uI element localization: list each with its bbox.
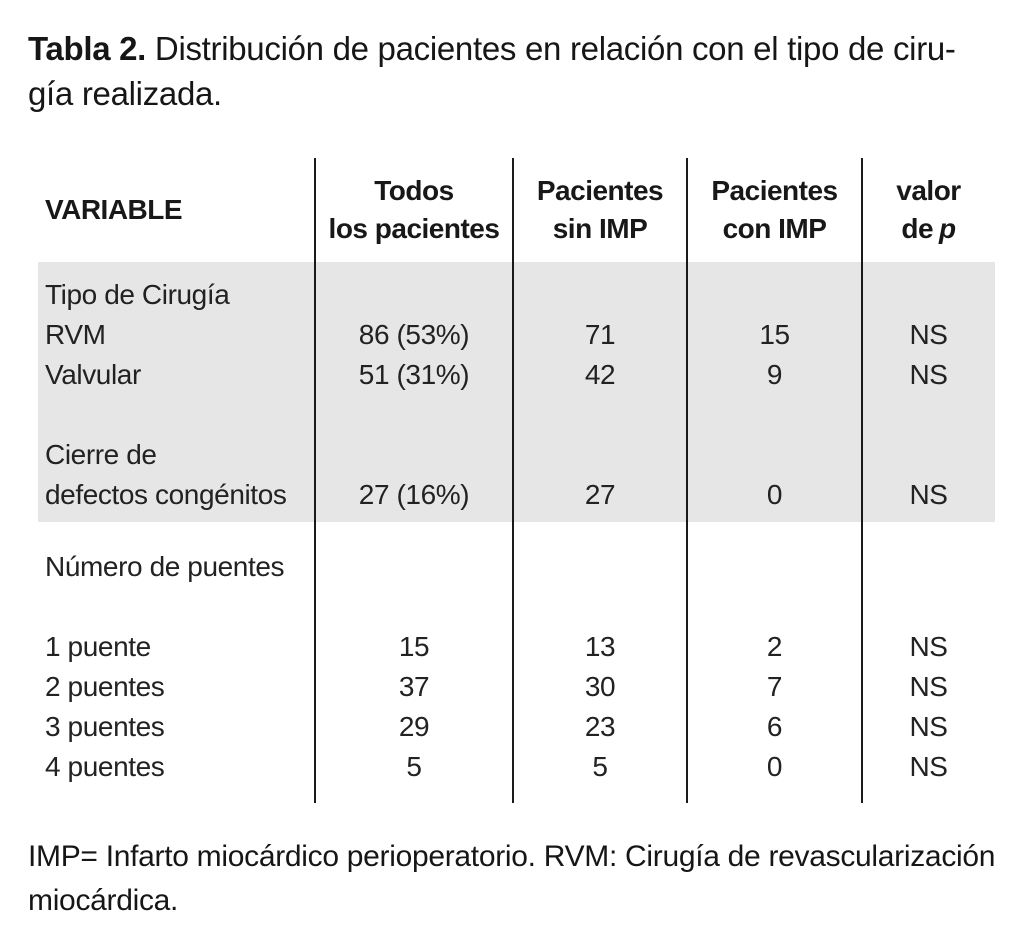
cell-p-value: NS (909, 751, 948, 782)
cell-all-patients: 29 (398, 711, 430, 742)
vertical-rule-2 (512, 158, 514, 803)
cell-without-imp: 30 (584, 671, 616, 702)
p-value-p-italic: p (939, 213, 956, 244)
cell-p-value: NS (909, 711, 948, 742)
cell-with-imp: 6 (766, 711, 783, 742)
column-header-with-imp-line1: Pacientes (711, 175, 838, 206)
cell-without-imp: 42 (584, 359, 616, 390)
vertical-rule-1 (314, 158, 316, 803)
cell-without-imp: 13 (584, 631, 616, 662)
surgery-type-section: Tipo de Cirugía RVM 86 (53%) 71 15 NS Va… (38, 262, 995, 522)
table-row-cierre-de: Cierre de (38, 435, 995, 475)
table-row-4-puentes: 4 puentes 5 5 0 NS (38, 747, 995, 787)
cell-with-imp: 2 (766, 631, 783, 662)
patients-distribution-table: VARIABLE Todos los pacientes Pacientes s… (38, 158, 995, 803)
cell-all-patients: 37 (398, 671, 430, 702)
table-row-2-puentes: 2 puentes 37 30 7 NS (38, 667, 995, 707)
table-row-defectos-congenitos: defectos congénitos 27 (16%) 27 0 NS (38, 475, 995, 515)
table-title-number: Tabla 2. (28, 30, 147, 67)
row-label: Cierre de (45, 439, 157, 470)
row-label: 2 puentes (45, 671, 165, 702)
footnote: IMP= Infarto miocárdico perioperatorio. … (28, 835, 1013, 923)
cell-without-imp: 5 (592, 751, 608, 782)
column-header-without-imp: Pacientes sin IMP (513, 172, 687, 248)
column-header-with-imp-line2: con IMP (722, 213, 827, 244)
column-header-p-value-line1: valor (896, 175, 961, 206)
cell-all-patients: 15 (398, 631, 430, 662)
table-header-row: VARIABLE Todos los pacientes Pacientes s… (38, 158, 995, 262)
table-row-3-puentes: 3 puentes 29 23 6 NS (38, 707, 995, 747)
column-header-all-patients-line1: Todos (374, 175, 454, 206)
cell-with-imp: 7 (766, 671, 783, 702)
column-header-with-imp: Pacientes con IMP (687, 172, 862, 248)
cell-p-value: NS (909, 671, 948, 702)
row-label: 3 puentes (45, 711, 165, 742)
row-label: Tipo de Cirugía (45, 279, 230, 310)
footnote-line2: miocárdica. (28, 884, 179, 917)
table-title: Tabla 2. Distribución de pacientes en re… (28, 26, 1003, 116)
cell-without-imp: 71 (584, 319, 616, 350)
bridges-section: Número de puentes 1 puente 15 13 2 NS (38, 547, 995, 787)
column-header-without-imp-line1: Pacientes (536, 175, 664, 206)
cell-p-value: NS (909, 319, 948, 350)
column-header-without-imp-line2: sin IMP (552, 213, 648, 244)
table-row-blank (38, 395, 995, 435)
column-header-variable: VARIABLE (45, 194, 183, 225)
cell-with-imp: 9 (766, 359, 783, 390)
cell-p-value: NS (909, 359, 948, 390)
table-row-rvm: RVM 86 (53%) 71 15 NS (38, 315, 995, 355)
cell-without-imp: 23 (584, 711, 616, 742)
column-header-p-value-line2: de p (862, 210, 995, 248)
cell-with-imp: 0 (766, 751, 783, 782)
table-row-blank (38, 587, 995, 627)
row-label: Número de puentes (45, 551, 285, 582)
p-value-de: de (901, 213, 934, 244)
column-header-p-value: valor de p (862, 172, 995, 248)
vertical-rule-3 (686, 158, 688, 803)
cell-all-patients: 27 (16%) (358, 479, 470, 510)
cell-p-value: NS (909, 479, 948, 510)
section-spacer (38, 522, 995, 547)
row-label: defectos congénitos (45, 479, 287, 510)
column-header-all-patients-line2: los pacientes (328, 213, 500, 244)
row-label: RVM (45, 319, 106, 350)
footnote-line1: IMP= Infarto miocárdico perioperatorio. … (28, 840, 996, 873)
table-title-text-line2: gía realizada. (28, 75, 222, 112)
row-label: 4 puentes (45, 751, 165, 782)
cell-all-patients: 86 (53%) (358, 319, 470, 350)
row-label: Valvular (45, 359, 141, 390)
cell-all-patients: 5 (406, 751, 422, 782)
table-title-text-line1: Distribución de pacientes en relación co… (154, 30, 956, 67)
cell-p-value: NS (909, 631, 948, 662)
cell-with-imp: 15 (759, 319, 790, 350)
table-row-bridges-header: Número de puentes (38, 547, 995, 587)
row-label: 1 puente (45, 631, 151, 662)
table-row-1-puente: 1 puente 15 13 2 NS (38, 627, 995, 667)
cell-with-imp: 0 (766, 479, 783, 510)
vertical-rule-4 (861, 158, 863, 803)
cell-without-imp: 27 (584, 479, 616, 510)
table-row-surgery-type-header: Tipo de Cirugía (38, 275, 995, 315)
table-row-valvular: Valvular 51 (31%) 42 9 NS (38, 355, 995, 395)
column-header-all-patients: Todos los pacientes (315, 172, 513, 248)
cell-all-patients: 51 (31%) (358, 359, 470, 390)
